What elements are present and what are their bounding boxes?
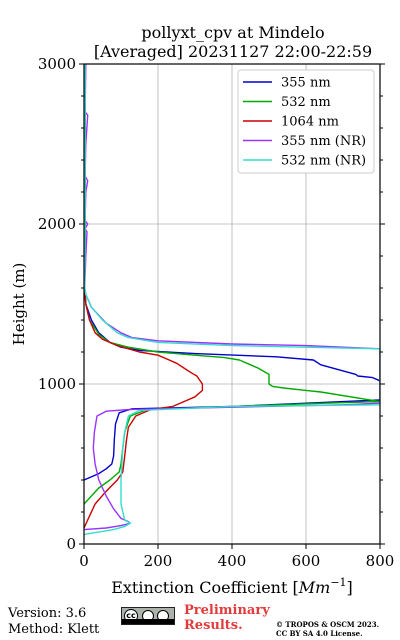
x-axis-label: Extinction Coefficient [Mm−1]	[111, 576, 353, 597]
axis-ticks: 0 200 400 600 800 0 1000 2000 3000	[38, 55, 395, 570]
cc-license-badge: cc	[121, 607, 175, 625]
preliminary-line1: Preliminary	[184, 603, 270, 618]
y-tick-label: 2000	[38, 215, 76, 233]
preliminary-line2: Results.	[184, 618, 243, 633]
method-text: Method: Klett	[8, 622, 100, 637]
x-tick-label: 800	[366, 552, 395, 570]
x-tick-label: 200	[144, 552, 173, 570]
x-tick-label: 400	[218, 552, 247, 570]
series-line-2	[84, 64, 204, 529]
legend-items: 355 nm 532 nm 1064 nm 355 nm (NR) 532 nm (NR…	[243, 76, 366, 169]
y-tick-label: 3000	[38, 55, 76, 73]
x-tick-label: 0	[79, 552, 89, 570]
legend-label: 1064 nm	[281, 115, 339, 130]
x-axis-label-exponent: −1	[330, 576, 346, 589]
series-line-0	[84, 64, 380, 481]
legend: 355 nm 532 nm 1064 nm 355 nm (NR) 532 nm (NR…	[237, 69, 375, 174]
copyright-line1: © TROPOS & OSCM 2023.	[276, 620, 380, 629]
chart-subtitle: [Averaged] 20231127 22:00-22:59	[94, 42, 372, 61]
legend-label: 355 nm (NR)	[281, 134, 366, 149]
copyright-line2: CC BY SA 4.0 License.	[276, 629, 363, 638]
y-axis-label: Height (m)	[10, 263, 28, 346]
x-tick-label: 600	[292, 552, 321, 570]
preliminary-results-note: Preliminary Results.	[184, 603, 270, 633]
x-axis-label-close: ]	[347, 578, 353, 597]
legend-label: 532 nm	[281, 95, 331, 110]
legend-box	[237, 69, 375, 174]
y-tick-label: 0	[66, 535, 76, 553]
x-axis-label-text: Extinction Coefficient [	[111, 578, 299, 597]
chart-title: pollyxt_cpv at Mindelo	[141, 23, 324, 42]
legend-label: 532 nm (NR)	[281, 154, 366, 169]
x-axis-label-unit: Mm	[298, 578, 331, 597]
series-line-4	[84, 64, 380, 536]
badge-strip	[122, 619, 174, 624]
legend-label: 355 nm	[281, 76, 331, 91]
y-tick-label: 1000	[38, 375, 76, 393]
series-lines	[84, 64, 380, 536]
extinction-profile-chart: pollyxt_cpv at Mindelo [Averaged] 202311…	[10, 23, 395, 597]
version-text: Version: 3.6	[8, 606, 87, 621]
copyright-note: © TROPOS & OSCM 2023. CC BY SA 4.0 Licen…	[276, 620, 379, 638]
version-info: Version: 3.6 Method: Klett	[8, 606, 99, 638]
